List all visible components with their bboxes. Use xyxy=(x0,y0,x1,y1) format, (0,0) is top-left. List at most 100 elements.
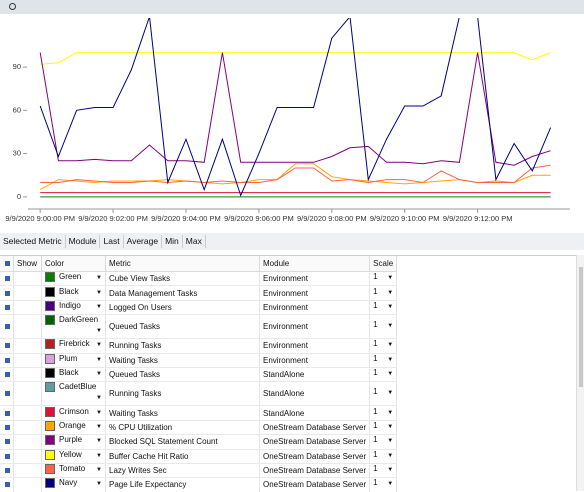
scrollbar[interactable] xyxy=(576,255,584,491)
dropdown-arrow[interactable]: ▼ xyxy=(96,371,102,378)
row-icon xyxy=(5,304,10,310)
x-tick-label: 9/9/2020 9:08:00 PM xyxy=(297,214,367,223)
row-icon xyxy=(5,410,10,416)
color-name: Tomato xyxy=(59,464,86,474)
dropdown-arrow[interactable]: ▼ xyxy=(96,481,102,488)
table-row: DarkGreen ▼ Queued Tasks Environment 1 ▼ xyxy=(0,314,398,340)
y-tick-label: 30 xyxy=(13,149,21,158)
column-header: Color xyxy=(41,256,106,272)
row-icon-cell xyxy=(0,463,14,479)
metric-cell: Cube View Tasks xyxy=(105,271,260,287)
dropdown-arrow[interactable]: ▼ xyxy=(387,289,394,296)
dropdown-arrow[interactable]: ▼ xyxy=(387,275,394,282)
scale-value: 1 xyxy=(373,320,378,330)
scale-cell: 1 ▼ xyxy=(369,434,398,450)
scale-cell: 1 ▼ xyxy=(369,367,398,383)
table-row: Firebrick ▼ Running Tasks Environment 1 ▼ xyxy=(0,338,398,354)
tab[interactable]: Selected Metric xyxy=(0,235,66,248)
dropdown-arrow[interactable]: ▼ xyxy=(96,395,102,402)
dropdown-arrow[interactable]: ▼ xyxy=(96,342,102,349)
dropdown-arrow[interactable]: ▼ xyxy=(387,356,394,363)
toolbar xyxy=(0,0,584,14)
module-cell: StandAlone xyxy=(259,381,371,407)
metric-table: Show Color Metric Module Scale Green ▼ Cube Vi… xyxy=(0,256,398,492)
row-icon xyxy=(5,424,10,430)
row-icon xyxy=(5,453,10,459)
tab[interactable]: Module xyxy=(66,235,101,248)
color-name: Black xyxy=(59,286,79,296)
table-row: Crimson ▼ Waiting Tasks StandAlone 1 ▼ xyxy=(0,405,398,421)
show-cell xyxy=(13,285,42,301)
dropdown-arrow[interactable]: ▼ xyxy=(96,289,102,296)
table-row: Orange ▼% CPU Utilization OneStream Databa… xyxy=(0,420,398,436)
table-row: Yellow ▼ Buffer Cache Hit Ratio OneStream D… xyxy=(0,449,398,464)
row-icon-cell xyxy=(0,367,14,383)
dropdown-arrow[interactable]: ▼ xyxy=(387,390,394,397)
color-name: Navy xyxy=(59,478,78,488)
module-cell: Environment xyxy=(259,353,371,368)
dropdown-arrow[interactable]: ▼ xyxy=(96,409,102,416)
dropdown-arrow[interactable]: ▼ xyxy=(96,275,102,282)
dropdown-arrow[interactable]: ▼ xyxy=(387,371,394,378)
color-swatch xyxy=(45,272,55,283)
show-cell xyxy=(13,434,42,450)
color-name: CadetBlue xyxy=(59,382,97,392)
y-tick-label: 0 xyxy=(17,192,21,201)
row-icon-cell xyxy=(0,381,14,407)
dropdown-arrow[interactable]: ▼ xyxy=(387,467,394,474)
module-cell: Environment xyxy=(259,300,371,316)
tab[interactable]: Average xyxy=(124,235,163,248)
show-cell xyxy=(13,314,42,340)
color-swatch xyxy=(45,368,55,379)
scale-value: 1 xyxy=(373,272,378,282)
dropdown-arrow[interactable]: ▼ xyxy=(96,356,102,363)
table-row: Purple ▼ Blocked SQL Statement Count OneStr… xyxy=(0,434,398,450)
color-cell: Black ▼ xyxy=(41,367,106,383)
row-icon xyxy=(5,357,10,363)
color-cell: Green ▼ xyxy=(41,271,106,287)
table-row: Indigo ▼ Logged On Users Environment 1 ▼ xyxy=(0,300,398,316)
dropdown-arrow[interactable]: ▼ xyxy=(387,452,394,459)
tab[interactable]: Min xyxy=(162,235,183,248)
row-icon-cell xyxy=(0,353,14,368)
color-name: Indigo xyxy=(59,301,81,311)
dropdown-arrow[interactable]: ▼ xyxy=(387,423,394,430)
table-row: Plum ▼ Waiting Tasks Environment 1 ▼ xyxy=(0,353,398,368)
dropdown-arrow[interactable]: ▼ xyxy=(387,342,394,349)
module-cell: OneStream Database Server xyxy=(259,463,371,479)
color-cell: Purple ▼ xyxy=(41,434,106,450)
tab[interactable]: Max xyxy=(183,235,206,248)
dropdown-arrow[interactable]: ▼ xyxy=(387,323,394,330)
color-name: Green xyxy=(59,272,82,282)
dropdown-arrow[interactable]: ▼ xyxy=(96,423,102,430)
dropdown-arrow[interactable]: ▼ xyxy=(387,438,394,445)
series-line xyxy=(40,52,551,65)
dropdown-arrow[interactable]: ▼ xyxy=(387,481,394,488)
color-name: Firebrick xyxy=(59,339,90,349)
tab[interactable]: Last xyxy=(100,235,124,248)
dropdown-arrow[interactable]: ▼ xyxy=(387,409,394,416)
dropdown-arrow[interactable]: ▼ xyxy=(96,303,102,310)
metric-cell: Page Life Expectancy xyxy=(105,477,260,492)
metric-grid: Show Color Metric Module Scale Green ▼ Cube Vi… xyxy=(0,255,576,492)
dropdown-arrow[interactable]: ▼ xyxy=(96,467,102,474)
dropdown-arrow[interactable]: ▼ xyxy=(96,438,102,445)
scroll-thumb[interactable] xyxy=(579,267,583,387)
show-cell xyxy=(13,367,42,383)
column-header: Metric xyxy=(105,256,260,272)
scale-value: 1 xyxy=(373,286,378,296)
scale-value: 1 xyxy=(373,478,378,488)
row-icon-cell xyxy=(0,477,14,492)
scale-cell: 1 ▼ xyxy=(369,477,398,492)
color-name: Plum xyxy=(59,353,78,363)
dropdown-arrow[interactable]: ▼ xyxy=(387,303,394,310)
show-cell xyxy=(13,338,42,354)
series-line xyxy=(39,52,551,166)
row-icon xyxy=(5,482,10,488)
refresh-icon[interactable] xyxy=(9,3,16,10)
dropdown-arrow[interactable]: ▼ xyxy=(96,452,102,459)
dropdown-arrow[interactable]: ▼ xyxy=(96,328,102,335)
metric-cell: Lazy Writes Sec xyxy=(105,463,260,479)
column-tabs: Selected Metric Module Last Average Min Max xyxy=(0,233,584,250)
plot-area xyxy=(39,18,552,198)
